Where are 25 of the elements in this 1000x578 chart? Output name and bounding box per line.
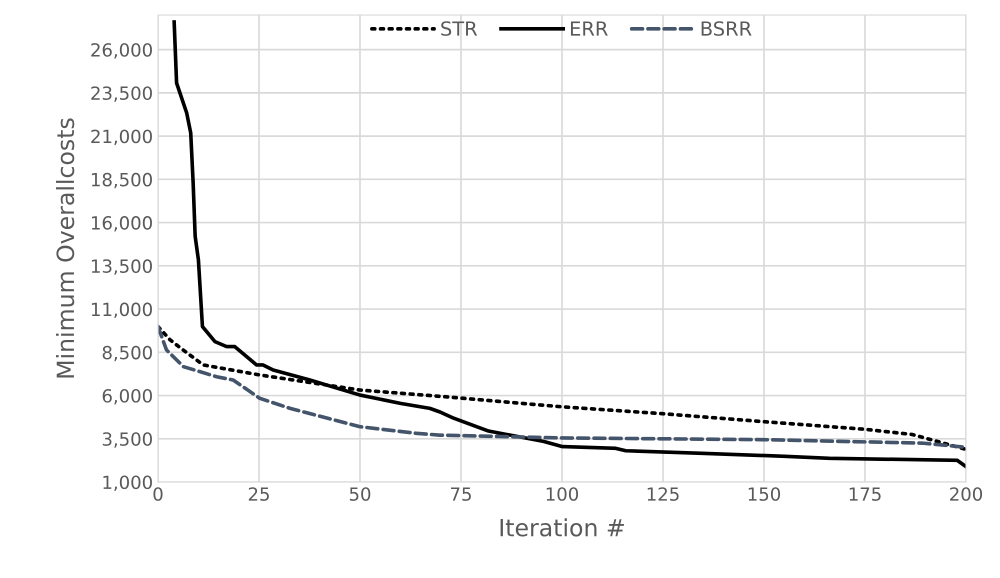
y-tick-label: 16,000 (92, 216, 152, 232)
y-tick-label: 18,500 (92, 172, 152, 188)
x-tick-label: 0 (153, 487, 163, 501)
y-tick-label: 3,500 (102, 432, 152, 448)
x-tick-label: 175 (850, 487, 881, 501)
legend-label: STR (441, 21, 478, 36)
y-tick-label: 6,000 (102, 389, 152, 405)
y-tick-label: 8,500 (102, 346, 152, 362)
x-tick-label: 150 (748, 487, 780, 501)
legend-label: BSRR (702, 21, 752, 36)
y-tick-label: 26,000 (91, 43, 152, 59)
x-tick-label: 125 (648, 487, 679, 501)
x-tick-label: 200 (950, 487, 982, 501)
legend-label: ERR (570, 21, 608, 36)
y-tick-label: 23,500 (91, 86, 152, 102)
y-axis-title: Minimum Overallcosts (56, 118, 74, 378)
x-tick-label: 25 (248, 487, 269, 501)
x-tick-label: 50 (350, 487, 370, 501)
x-tick-label: 100 (546, 487, 578, 501)
y-tick-label: 21,000 (91, 130, 152, 146)
x-axis-title: Iteration # (500, 518, 624, 537)
y-tick-label: 11,000 (92, 302, 152, 318)
y-tick-label: 1,000 (103, 476, 152, 492)
x-tick-label: 75 (450, 487, 471, 501)
y-tick-label: 13,500 (92, 259, 152, 275)
